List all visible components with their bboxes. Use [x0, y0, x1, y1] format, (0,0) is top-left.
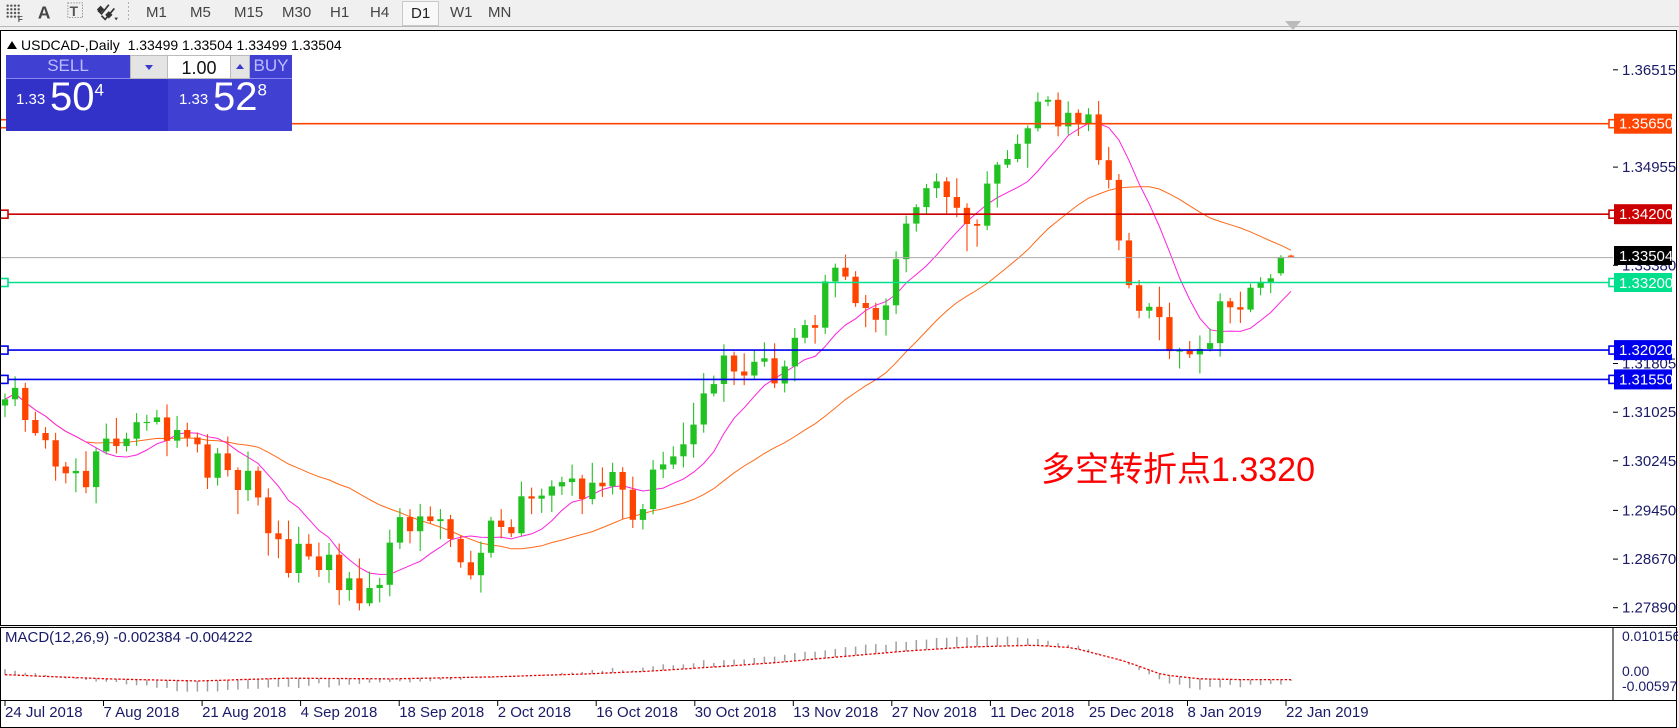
svg-text:7 Aug 2018: 7 Aug 2018 — [104, 704, 180, 721]
svg-text:24 Jul 2018: 24 Jul 2018 — [5, 704, 83, 721]
svg-text:30 Oct 2018: 30 Oct 2018 — [695, 704, 777, 721]
svg-text:1.36515: 1.36515 — [1622, 62, 1676, 79]
svg-text:1.31025: 1.31025 — [1622, 404, 1676, 421]
svg-text:多空转折点1.3320: 多空转折点1.3320 — [1041, 451, 1315, 489]
svg-text:0.00: 0.00 — [1622, 663, 1649, 679]
svg-text:1.34200: 1.34200 — [1619, 206, 1673, 223]
svg-text:1.31550: 1.31550 — [1619, 371, 1673, 388]
svg-text:1.33504: 1.33504 — [1619, 248, 1673, 265]
svg-text:1.32020: 1.32020 — [1619, 342, 1673, 359]
svg-text:1.33200: 1.33200 — [1619, 275, 1673, 292]
svg-text:0.010156: 0.010156 — [1622, 628, 1678, 644]
svg-text:13 Nov 2018: 13 Nov 2018 — [793, 704, 878, 721]
svg-text:8 Jan 2019: 8 Jan 2019 — [1188, 704, 1262, 721]
svg-text:11 Dec 2018: 11 Dec 2018 — [990, 704, 1074, 721]
svg-text:4 Sep 2018: 4 Sep 2018 — [301, 704, 378, 721]
svg-text:T: T — [70, 4, 79, 19]
svg-text:27 Nov 2018: 27 Nov 2018 — [892, 704, 977, 721]
svg-text:1.27890: 1.27890 — [1622, 600, 1676, 617]
svg-text:16 Oct 2018: 16 Oct 2018 — [596, 704, 678, 721]
svg-text:1.28670: 1.28670 — [1622, 551, 1676, 568]
svg-text:22 Jan 2019: 22 Jan 2019 — [1286, 704, 1369, 721]
svg-text:18 Sep 2018: 18 Sep 2018 — [399, 704, 484, 721]
svg-text:1.35650: 1.35650 — [1619, 116, 1673, 133]
svg-text:25 Dec 2018: 25 Dec 2018 — [1089, 704, 1174, 721]
svg-text:A: A — [38, 3, 51, 23]
svg-text:1.30245: 1.30245 — [1622, 453, 1676, 470]
svg-text:-0.005976: -0.005976 — [1622, 678, 1678, 694]
svg-text:1.29450: 1.29450 — [1622, 502, 1676, 519]
svg-text:F: F — [18, 15, 23, 24]
svg-text:MACD(12,26,9) -0.002384 -0.004: MACD(12,26,9) -0.002384 -0.004222 — [5, 629, 253, 646]
svg-text:2 Oct 2018: 2 Oct 2018 — [498, 704, 571, 721]
svg-text:1.34955: 1.34955 — [1622, 159, 1676, 176]
svg-text:21 Aug 2018: 21 Aug 2018 — [202, 704, 286, 721]
